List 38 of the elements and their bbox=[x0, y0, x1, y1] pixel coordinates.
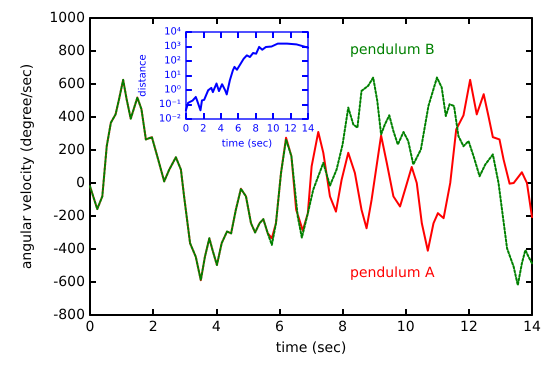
y-tick-label: 1000 bbox=[49, 10, 85, 26]
x-tick-label: 6 bbox=[235, 124, 242, 134]
y-tick-label: 10⁴ bbox=[164, 26, 181, 38]
y-tick-label: 0 bbox=[76, 175, 85, 191]
x-axis-title: time (sec) bbox=[222, 138, 272, 150]
y-tick-label: -800 bbox=[53, 307, 85, 323]
y-tick-label: 10⁰ bbox=[164, 84, 181, 96]
y-tick-label: -200 bbox=[53, 208, 85, 224]
x-tick-label: 8 bbox=[252, 124, 259, 134]
y-tick-label: 600 bbox=[58, 76, 85, 92]
y-tick-label: 400 bbox=[58, 109, 85, 125]
x-tick-label: 2 bbox=[200, 124, 207, 134]
x-tick-label: 10 bbox=[266, 124, 280, 134]
y-tick-label: 10³ bbox=[164, 41, 181, 52]
y-tick-label: -600 bbox=[53, 274, 85, 290]
y-tick-label: 10¹ bbox=[164, 70, 181, 81]
y-tick-label: 800 bbox=[58, 43, 85, 59]
series-label: pendulum A bbox=[350, 265, 435, 281]
y-tick-label: 10² bbox=[164, 56, 181, 66]
y-axis-title: angular velocity (degree/sec) bbox=[19, 64, 35, 270]
x-tick-label: 12 bbox=[460, 319, 478, 335]
y-tick-label: 200 bbox=[58, 142, 85, 158]
x-tick-label: 8 bbox=[338, 319, 348, 335]
x-tick-label: 10 bbox=[396, 319, 415, 335]
y-tick-label: -400 bbox=[53, 241, 85, 257]
x-tick-label: 4 bbox=[212, 319, 221, 335]
y-axis-title: distance bbox=[138, 54, 148, 97]
x-tick-label: 0 bbox=[182, 124, 190, 134]
x-tick-label: 2 bbox=[148, 319, 158, 335]
y-tick-label: 10⁻¹ bbox=[158, 99, 181, 110]
x-tick-label: 4 bbox=[218, 124, 224, 134]
x-axis-title: time (sec) bbox=[276, 340, 346, 356]
y-tick-label: 10⁻² bbox=[158, 114, 181, 124]
series-label: pendulum B bbox=[350, 42, 435, 58]
x-tick-label: 14 bbox=[523, 319, 541, 335]
x-tick-label: 6 bbox=[274, 319, 284, 335]
x-tick-label: 12 bbox=[284, 124, 297, 134]
x-tick-label: 14 bbox=[302, 124, 314, 134]
